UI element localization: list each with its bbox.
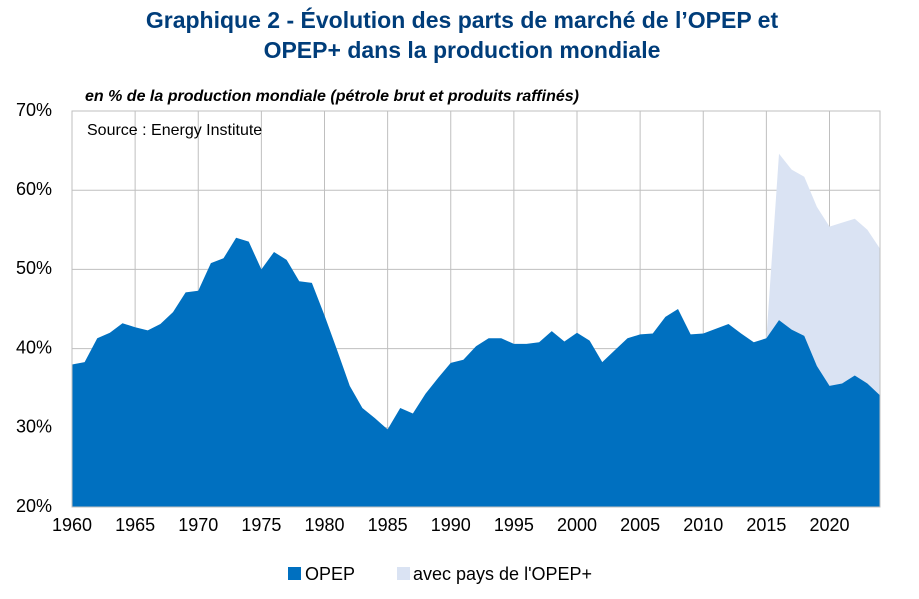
- y-tick-label: 60%: [16, 179, 52, 199]
- x-tick-label: 1975: [241, 515, 281, 535]
- legend-swatch: [397, 567, 410, 580]
- y-tick-label: 30%: [16, 417, 52, 437]
- x-tick-label: 1965: [115, 515, 155, 535]
- x-tick-label: 1990: [431, 515, 471, 535]
- x-tick-label: 1970: [178, 515, 218, 535]
- x-tick-label: 1960: [52, 515, 92, 535]
- x-tick-label: 2015: [746, 515, 786, 535]
- x-tick-label: 1995: [494, 515, 534, 535]
- chart-title: OPEP+ dans la production mondiale: [264, 37, 661, 63]
- legend-label: avec pays de l'OPEP+: [413, 564, 592, 584]
- plot-frame: [71, 110, 881, 508]
- y-tick-label: 40%: [16, 337, 52, 357]
- subtitle: en % de la production mondiale (pétrole …: [85, 88, 579, 105]
- x-tick-label: 2010: [683, 515, 723, 535]
- chart-title: Graphique 2 - Évolution des parts de mar…: [146, 6, 779, 33]
- x-tick-label: 1980: [304, 515, 344, 535]
- x-tick-label: 2020: [809, 515, 849, 535]
- area: [72, 237, 880, 507]
- y-tick-label: 70%: [16, 100, 52, 120]
- y-tick-label: 20%: [16, 496, 52, 516]
- x-tick-label: 1985: [368, 515, 408, 535]
- legend-swatch: [288, 567, 301, 580]
- x-tick-label: 2005: [620, 515, 660, 535]
- y-tick-label: 50%: [16, 258, 52, 278]
- legend-label: OPEP: [305, 564, 355, 584]
- annotation: Source : Energy Institute: [87, 122, 262, 139]
- x-tick-label: 2000: [557, 515, 597, 535]
